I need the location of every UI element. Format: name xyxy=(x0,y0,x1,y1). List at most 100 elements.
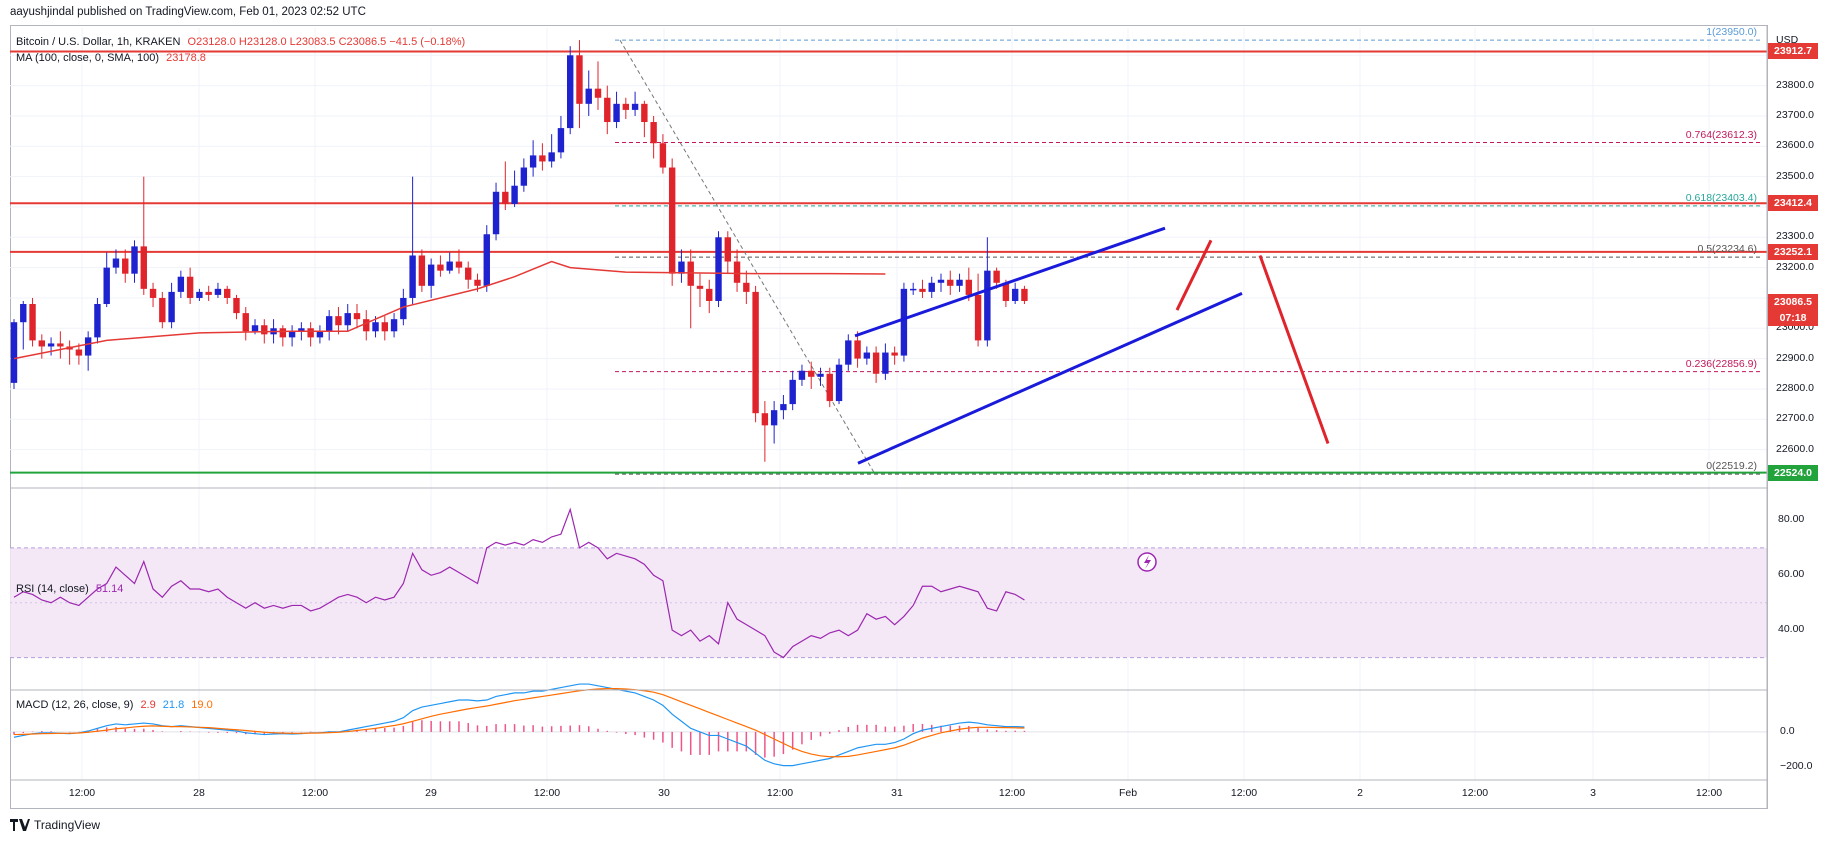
candle-body xyxy=(872,352,880,374)
lightning-icon[interactable] xyxy=(1137,552,1157,572)
candle-body xyxy=(798,370,806,380)
candle-body xyxy=(1021,288,1028,301)
candle-body xyxy=(335,316,342,326)
candle-body xyxy=(919,288,926,292)
rsi-tick: 80.00 xyxy=(1778,513,1805,526)
candle-body xyxy=(483,234,490,286)
price-tag: 23912.7 xyxy=(1768,43,1818,60)
candle-body xyxy=(400,297,407,320)
main-legend: Bitcoin / U.S. Dollar, 1h, KRAKEN O23128… xyxy=(16,36,465,48)
candle-body xyxy=(743,282,750,292)
rsi-band-fill xyxy=(10,547,1767,658)
candle-body xyxy=(363,319,370,332)
time-label: 31 xyxy=(891,787,903,799)
price-tick: 23700.0 xyxy=(1776,108,1814,121)
price-tick: 22900.0 xyxy=(1776,351,1814,364)
time-label: 12:00 xyxy=(68,787,96,799)
fib-lines xyxy=(615,39,1760,475)
candle-body xyxy=(557,128,565,153)
price-tick: 23500.0 xyxy=(1776,169,1814,182)
time-label: 12:00 xyxy=(998,787,1026,799)
candle-body xyxy=(242,313,249,332)
ma-legend: MA (100, close, 0, SMA, 100) 23178.8 xyxy=(16,52,206,64)
rsi-line xyxy=(13,507,1025,659)
macd-signal-line xyxy=(13,688,1025,758)
candle-body xyxy=(891,352,898,356)
macd-value-3: 19.0 xyxy=(191,699,213,711)
time-label: 12:00 xyxy=(301,787,329,799)
candle-body xyxy=(10,322,18,383)
candle-body xyxy=(900,288,908,356)
macd-tick: 0.0 xyxy=(1780,724,1795,737)
footer-brand[interactable]: TradingView xyxy=(10,818,100,832)
fib-label: 0(22519.2) xyxy=(1706,460,1757,473)
candle-body xyxy=(307,328,314,338)
projection-down-line xyxy=(1258,254,1330,445)
candle-body xyxy=(993,270,1000,283)
candle-body xyxy=(567,55,574,129)
candle-body xyxy=(984,270,991,341)
rsi-label: RSI (14, close) xyxy=(16,583,89,595)
candle-body xyxy=(687,261,694,286)
fib-label: 0.5(23234.6) xyxy=(1697,243,1757,256)
rsi-band xyxy=(10,547,1767,659)
candle-body xyxy=(631,103,639,110)
macd-value-2: 21.8 xyxy=(162,699,185,711)
price-tag: 23252.1 xyxy=(1768,243,1818,260)
candle-body xyxy=(261,325,268,335)
candle-body xyxy=(937,279,945,283)
candle-body xyxy=(594,88,602,98)
price-tick: 23600.0 xyxy=(1776,139,1814,152)
candle-body xyxy=(390,319,398,332)
macd-tick: −200.0 xyxy=(1780,760,1813,773)
candle-body xyxy=(492,191,500,235)
candle-body xyxy=(724,237,731,262)
candle-body xyxy=(696,285,704,289)
candle-body xyxy=(103,267,110,305)
candle-body xyxy=(956,279,963,286)
rsi-legend: RSI (14, close) 51.14 xyxy=(16,583,123,595)
tradingview-wordmark: TradingView xyxy=(34,818,101,832)
candle-body xyxy=(112,258,120,268)
price-tag: 22524.0 xyxy=(1768,464,1818,481)
fib-label: 0.764(23612.3) xyxy=(1685,128,1757,141)
price-tag: 07:18 xyxy=(1768,310,1818,327)
candle-body xyxy=(668,167,676,274)
candle-body xyxy=(233,297,240,314)
candle-body xyxy=(1002,282,1010,301)
time-label: 30 xyxy=(658,787,670,799)
candle-body xyxy=(168,291,175,323)
trendlines xyxy=(854,226,1243,465)
candle-body xyxy=(678,261,685,274)
candle-body xyxy=(548,152,555,162)
candle-body xyxy=(279,328,287,338)
macd-label: MACD (12, 26, close, 9) xyxy=(16,699,134,711)
horizontal-levels xyxy=(10,50,1767,474)
candles xyxy=(10,40,1028,462)
grid xyxy=(10,28,1767,780)
candle-body xyxy=(20,304,27,323)
candle-body xyxy=(770,410,778,426)
candle-body xyxy=(84,337,92,356)
time-label: Feb xyxy=(1118,787,1138,799)
price-tick: 23800.0 xyxy=(1776,78,1814,91)
currency-label: USD xyxy=(1776,34,1799,46)
time-label: 29 xyxy=(425,787,437,799)
time-label: 12:00 xyxy=(1461,787,1489,799)
rsi-tick: 60.00 xyxy=(1778,568,1805,581)
macd-line xyxy=(13,683,1025,767)
candle-body xyxy=(845,340,852,365)
candle-body xyxy=(57,343,64,347)
price-tag: 23086.5 xyxy=(1768,294,1818,311)
candle-body xyxy=(715,237,722,301)
time-label: 12:00 xyxy=(1695,787,1723,799)
candle-body xyxy=(882,352,889,374)
candle-body xyxy=(427,264,435,286)
candle-body xyxy=(205,291,212,295)
candle-body xyxy=(47,343,55,347)
lower-channel-line xyxy=(857,292,1243,465)
candle-body xyxy=(808,370,815,377)
candle-body xyxy=(974,294,982,341)
tradingview-logo-icon xyxy=(10,819,30,831)
